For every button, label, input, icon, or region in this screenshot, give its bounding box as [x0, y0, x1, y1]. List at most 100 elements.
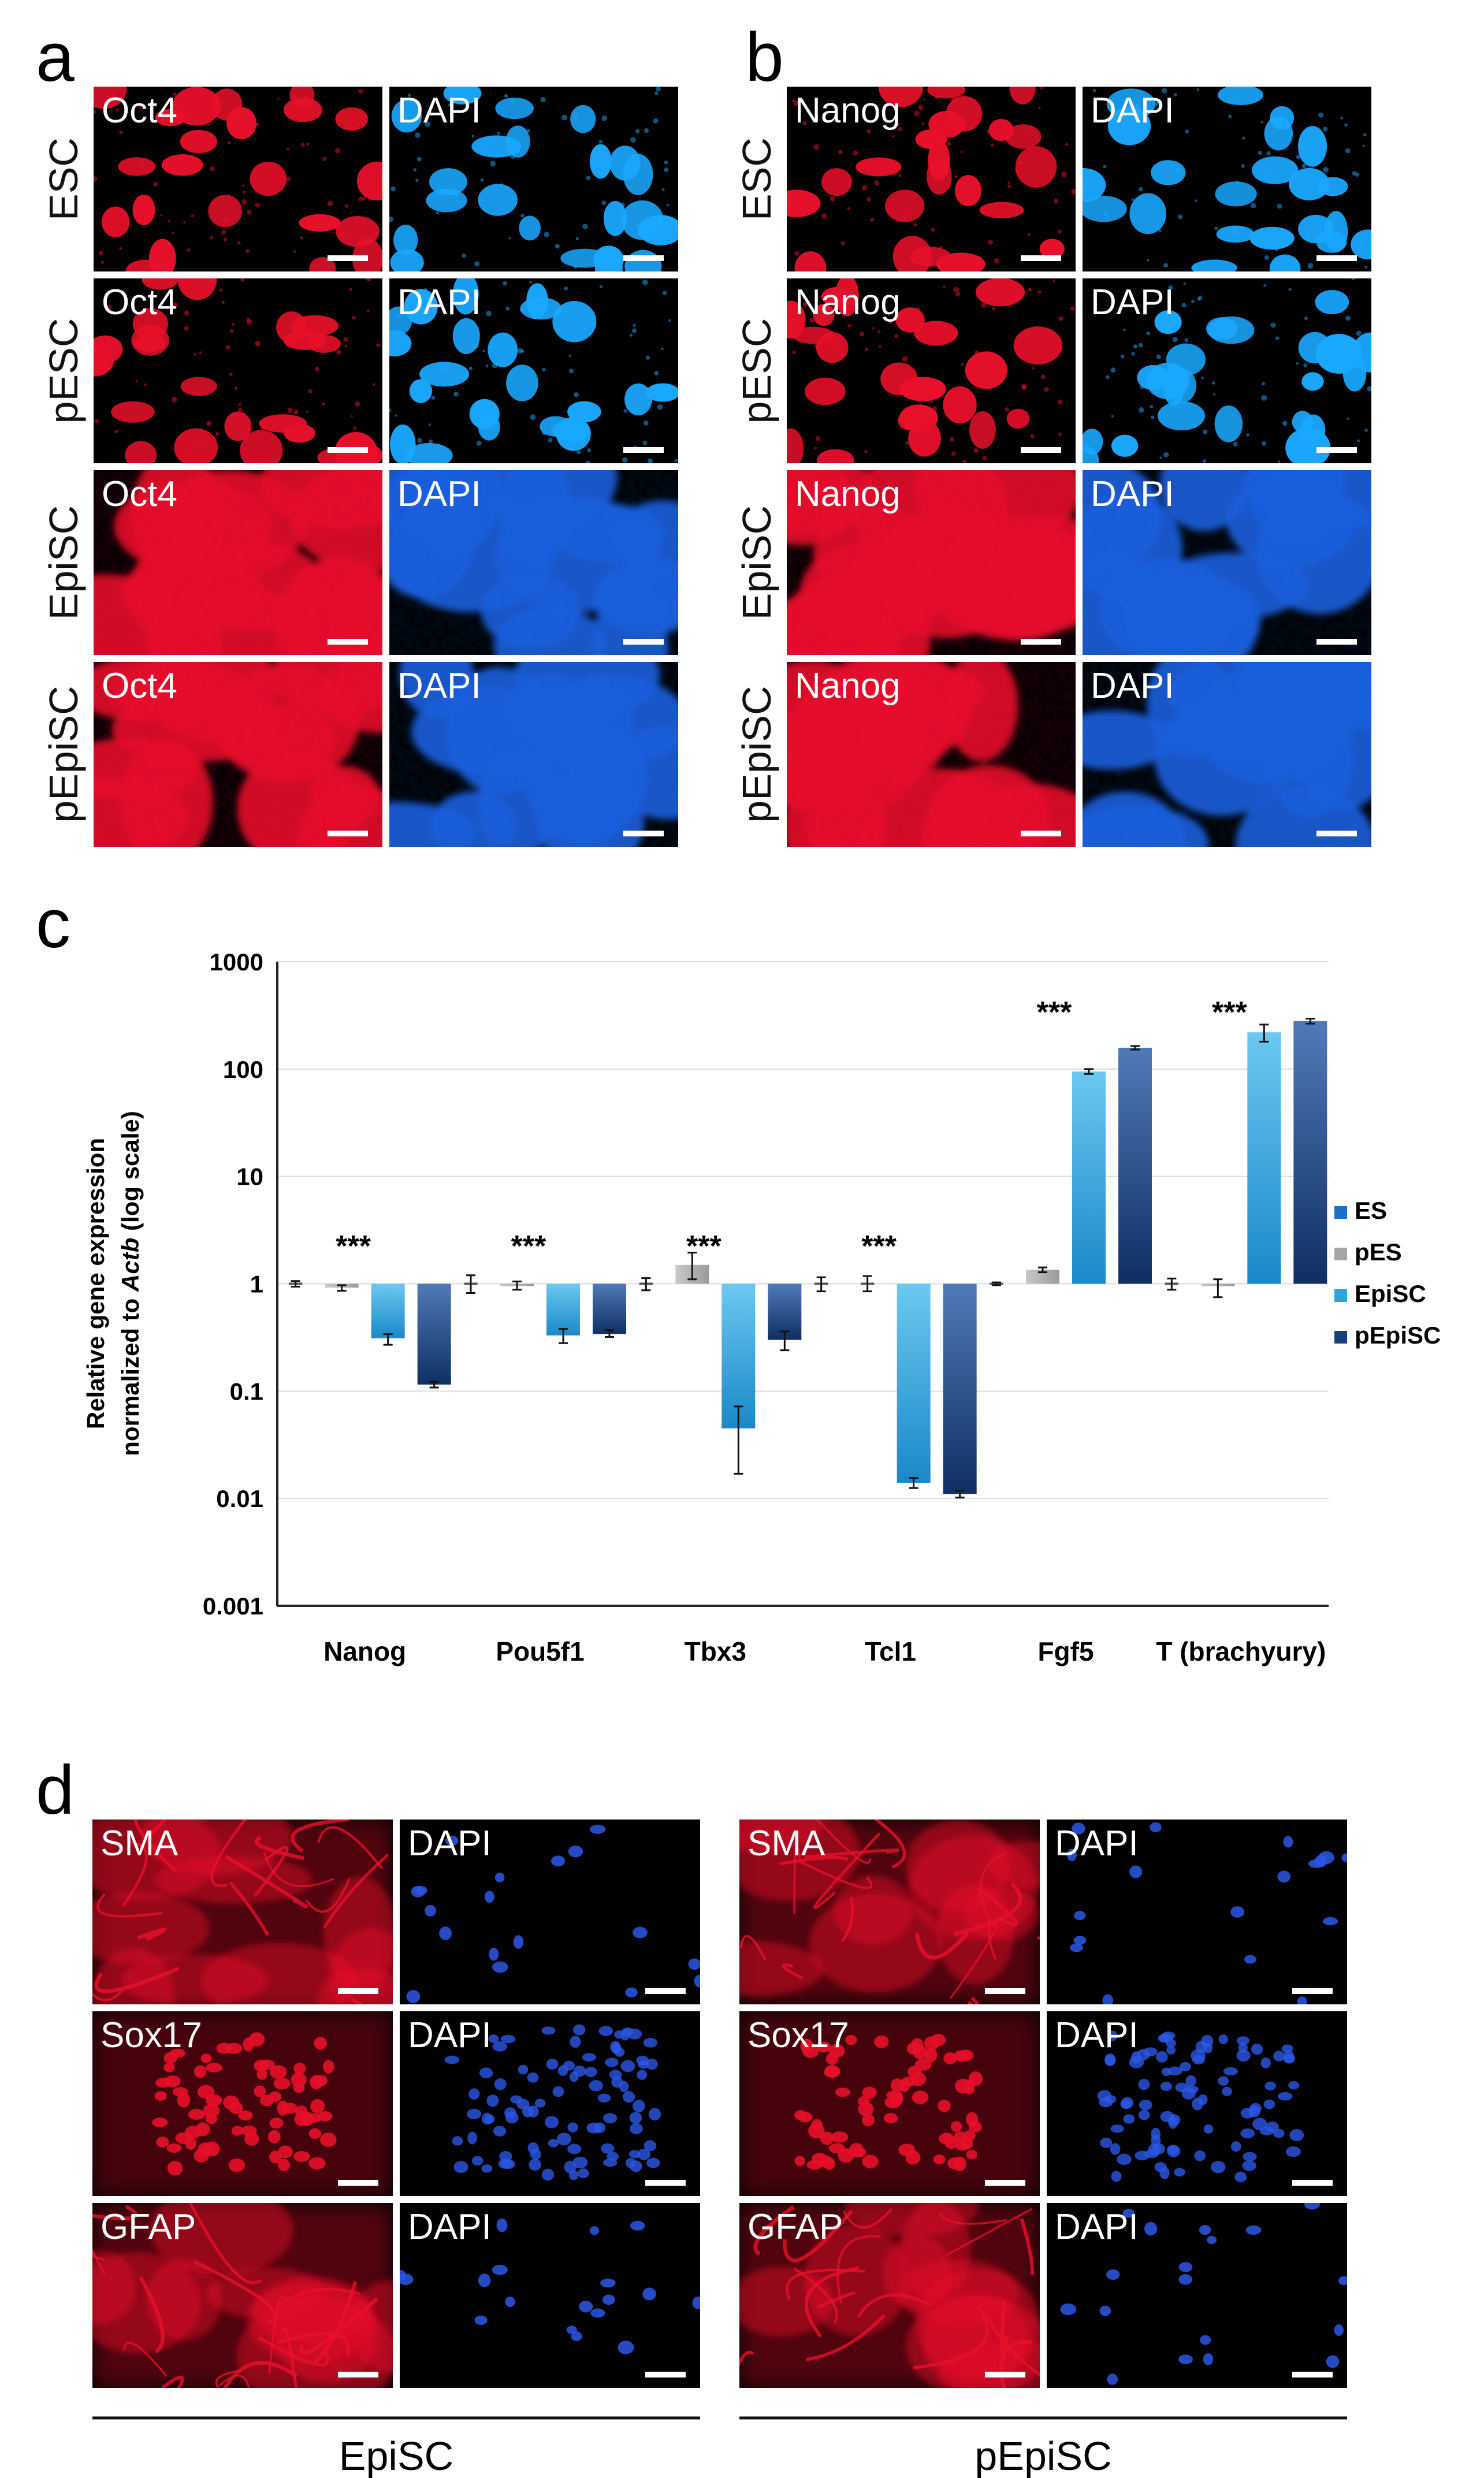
bar-pou5f1-episc: [546, 1283, 580, 1335]
scale-bar: [985, 1988, 1025, 1994]
panel-a-pesc-oct4-image-label: Oct4: [102, 282, 177, 322]
x-tick-label: Tcl1: [865, 1636, 916, 1666]
significance-mark: ***: [336, 1230, 371, 1263]
scale-bar: [1292, 1988, 1333, 1994]
panel-d-pepisc-gfap-dapi-image: DAPI: [1047, 2203, 1347, 2388]
error-bar: [1167, 1277, 1177, 1291]
panel-d-pepisc-gfap-dapi-image-label: DAPI: [1055, 2207, 1139, 2247]
error-bar: [780, 1330, 790, 1352]
panel-letter-d: d: [36, 1751, 75, 1829]
scale-bar: [328, 255, 368, 261]
y-tick-label: 0.001: [203, 1593, 263, 1620]
error-bar: [1130, 1045, 1140, 1051]
bar-fgf5-episc: [1072, 1071, 1106, 1284]
y-tick-label: 0.1: [230, 1378, 263, 1405]
x-tick-label: Pou5f1: [496, 1636, 584, 1666]
panel-d-pepisc-gfap-image: GFAP: [739, 2203, 1040, 2388]
panel-a-episc-dapi-image: DAPI: [389, 470, 678, 655]
panel-letter-b: b: [745, 18, 784, 96]
panel-d-pepisc-sox17-dapi-image: DAPI: [1047, 2011, 1347, 2196]
legend-swatch-episc: [1334, 1289, 1347, 1302]
legend-swatch-es: [1334, 1206, 1347, 1219]
panel-a-pepisc-oct4-image-label: Oct4: [102, 666, 177, 706]
panel-b-row-label-esc: ESC: [734, 137, 779, 221]
error-bar: [1213, 1278, 1223, 1298]
error-bar: [734, 1405, 743, 1475]
bar-tbx3-episc: [721, 1283, 756, 1428]
scale-bar: [328, 639, 368, 645]
panel-d-episc-sma-dapi-image-label: DAPI: [408, 1824, 492, 1863]
panel-b-pesc-dapi-image-label: DAPI: [1091, 282, 1174, 322]
panel-a-pepisc-dapi-image-label: DAPI: [397, 666, 481, 706]
error-bar: [816, 1276, 826, 1293]
panel-b-pepisc-dapi-image-label: DAPI: [1091, 666, 1174, 706]
bar-t-brachyury--pepisc: [1293, 1021, 1327, 1284]
error-bar: [291, 1280, 300, 1288]
error-bar: [1259, 1024, 1269, 1043]
error-bar: [862, 1275, 872, 1293]
error-bar: [1038, 1266, 1047, 1274]
error-bar: [687, 1252, 697, 1281]
panel-d-episc-sma-image: SMA: [92, 1820, 393, 2004]
scale-bar: [645, 2372, 686, 2377]
y-tick-labels: 1000 100 10 1 0.1 0.01 0.001: [203, 948, 263, 1620]
bar-pou5f1-pepisc: [593, 1283, 626, 1334]
panel-d-pepisc-sox17-dapi-image-label: DAPI: [1055, 2015, 1139, 2055]
scale-bar: [1316, 447, 1357, 453]
error-bar: [429, 1381, 439, 1389]
chart-legend: ES pES EpiSC pEpiSC: [1334, 1197, 1441, 1349]
bar-t-brachyury--episc: [1247, 1032, 1281, 1284]
legend-label-pes: pES: [1355, 1238, 1402, 1266]
error-bar: [466, 1274, 475, 1294]
error-bar: [992, 1281, 1001, 1286]
scale-bar: [1292, 2180, 1333, 2186]
panel-d-pepisc-gfap-image-label: GFAP: [747, 2207, 843, 2247]
panel-b-row-label-episc: EpiSC: [734, 505, 779, 620]
scale-bar: [985, 2180, 1025, 2186]
panel-b-episc-dapi-image: DAPI: [1083, 470, 1371, 655]
y-tick-label: 1: [250, 1271, 263, 1298]
panel-a-episc-dapi-image-label: DAPI: [397, 474, 481, 514]
y-axis-label-line1: Relative gene expression: [82, 1138, 109, 1429]
panel-d-episc-sma-image-label: SMA: [101, 1824, 178, 1863]
panel-b-pepisc-nanog-image: Nanog: [787, 662, 1076, 847]
bar-nanog-episc: [371, 1283, 405, 1339]
legend-label-episc: EpiSC: [1355, 1280, 1426, 1307]
panel-d-pepisc-sma-dapi-image-label: DAPI: [1055, 1824, 1139, 1863]
panel-b-grid: ESC Nanog DAPI pESC Nanog DAPI EpiSC Nanog DAPI p…: [734, 87, 1371, 847]
legend-label-es: ES: [1355, 1197, 1387, 1224]
panel-a-pesc-dapi-image-label: DAPI: [397, 282, 481, 322]
panel-b-esc-nanog-image-label: Nanog: [795, 91, 901, 131]
panel-a-row-label-pepisc: pEpiSC: [41, 686, 86, 823]
scale-bar: [1316, 639, 1357, 645]
scale-bar: [1021, 831, 1061, 836]
panel-a-grid: ESC Oct4 DAPI pESC Oct4 DAPI EpiSC Oct4 DAPI pEpi…: [41, 87, 678, 847]
significance-marks: *** *** *** *** *** ***: [336, 996, 1247, 1263]
panel-a-pepisc-dapi-image: DAPI: [389, 662, 678, 847]
y-tick-label: 1000: [210, 948, 263, 976]
panel-d-pepisc-sma-dapi-image: DAPI: [1047, 1820, 1347, 2004]
panel-a-pesc-oct4-image: Oct4: [94, 278, 382, 463]
scale-bar: [623, 447, 664, 453]
scale-bar: [1292, 2372, 1333, 2377]
scale-bar: [1316, 255, 1357, 261]
error-bar: [383, 1333, 393, 1346]
panel-a-pesc-dapi-image: DAPI: [389, 278, 678, 463]
panel-b-esc-dapi-image: DAPI: [1083, 87, 1371, 271]
bar-tcl1-episc: [897, 1283, 931, 1483]
scale-bar: [328, 447, 368, 453]
panel-a-row-label-pesc: pESC: [41, 318, 86, 424]
scale-bar: [328, 831, 368, 836]
error-bar: [909, 1477, 918, 1489]
panel-d-episc-sox17-dapi-image: DAPI: [400, 2011, 700, 2196]
error-bar: [1306, 1018, 1315, 1025]
panel-d-episc-sox17-image: Sox17: [92, 2011, 393, 2196]
legend-swatch-pes: [1334, 1248, 1347, 1260]
panel-a-esc-dapi-image: DAPI: [389, 87, 678, 271]
panel-a-pepisc-oct4-image: Oct4: [94, 662, 382, 847]
panel-b-episc-nanog-image: Nanog: [787, 470, 1076, 655]
scale-bar: [338, 2180, 378, 2186]
panel-d-group-label-episc: EpiSC: [339, 2434, 453, 2478]
panel-letter-c: c: [36, 885, 70, 962]
